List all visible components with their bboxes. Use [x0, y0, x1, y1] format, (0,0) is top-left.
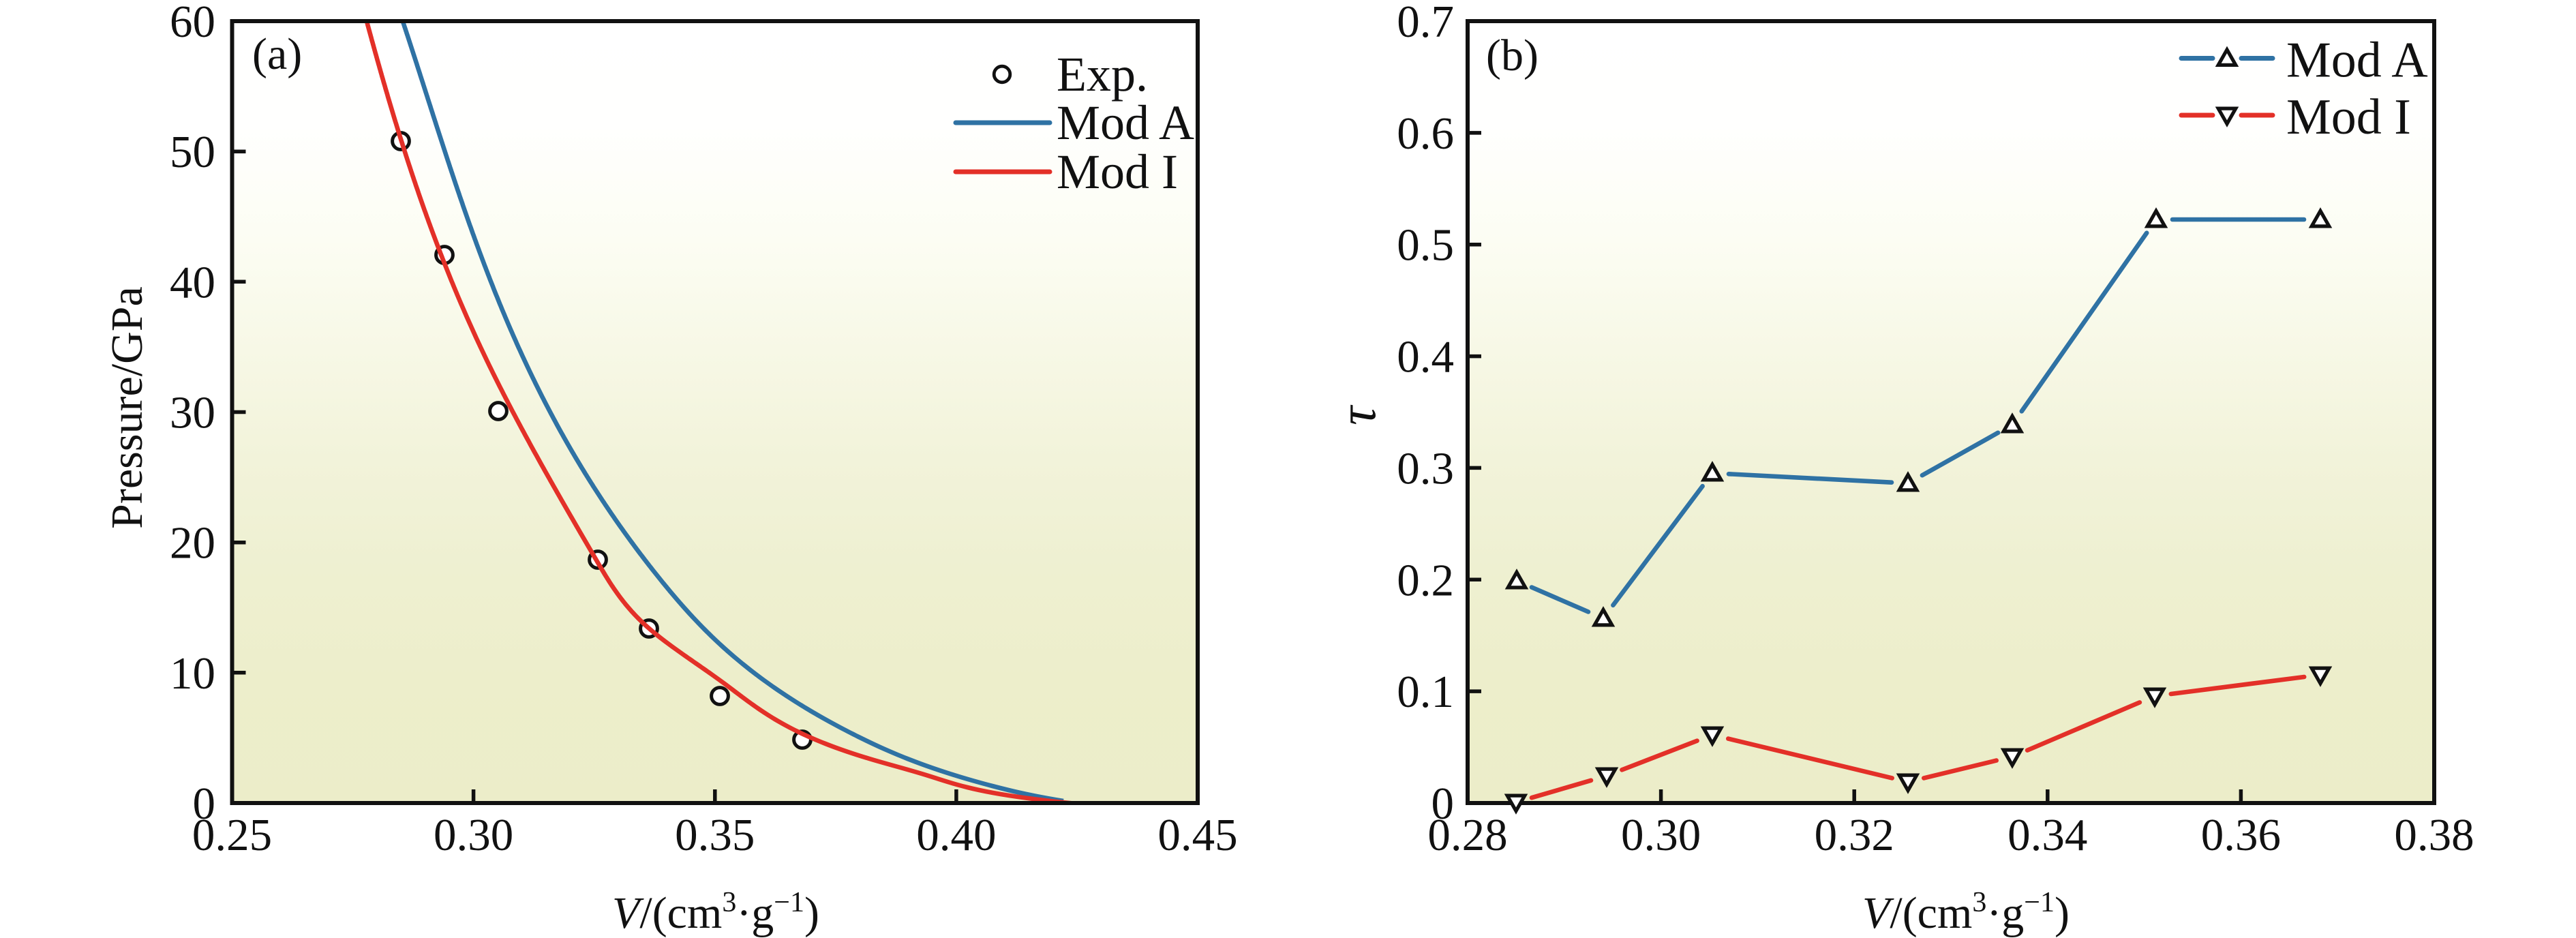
- svg-text:0.40: 0.40: [916, 810, 996, 860]
- svg-text:10: 10: [170, 648, 215, 699]
- svg-text:Pressure/GPa: Pressure/GPa: [102, 286, 152, 529]
- svg-text:0.5: 0.5: [1397, 220, 1454, 271]
- svg-text:0.36: 0.36: [2201, 810, 2281, 860]
- svg-text:0.30: 0.30: [434, 810, 513, 860]
- svg-text:0.28: 0.28: [1427, 810, 1507, 860]
- svg-text:0.38: 0.38: [2394, 810, 2474, 860]
- svg-text:0.30: 0.30: [1621, 810, 1701, 860]
- svg-text:Exp.: Exp.: [1057, 47, 1148, 102]
- svg-text:0.4: 0.4: [1397, 332, 1454, 382]
- svg-text:20: 20: [170, 518, 215, 569]
- svg-text:Mod I: Mod I: [2286, 89, 2411, 145]
- svg-text:0.35: 0.35: [675, 810, 755, 860]
- svg-text:30: 30: [170, 388, 215, 438]
- svg-text:40: 40: [170, 257, 215, 307]
- svg-text:0.25: 0.25: [192, 810, 272, 860]
- svg-text:60: 60: [170, 0, 215, 47]
- svg-text:Mod A: Mod A: [1057, 95, 1194, 150]
- svg-text:0: 0: [1431, 778, 1455, 829]
- svg-text:0.32: 0.32: [1815, 810, 1894, 860]
- svg-text:(a): (a): [252, 29, 302, 79]
- svg-text:V/(cm3·g−1): V/(cm3·g−1): [612, 887, 819, 938]
- svg-text:Mod I: Mod I: [1057, 145, 1178, 199]
- svg-text:50: 50: [170, 127, 215, 177]
- svg-text:V/(cm3·g−1): V/(cm3·g−1): [1862, 887, 2070, 938]
- svg-text:0: 0: [193, 778, 216, 829]
- svg-text:0.6: 0.6: [1397, 108, 1454, 159]
- svg-text:0.2: 0.2: [1397, 555, 1454, 605]
- svg-text:Mod A: Mod A: [2286, 33, 2428, 89]
- svg-text:0.7: 0.7: [1397, 0, 1454, 47]
- svg-text:0.45: 0.45: [1157, 810, 1237, 860]
- svg-text:0.34: 0.34: [2007, 810, 2087, 860]
- svg-text:τ: τ: [1327, 404, 1387, 425]
- svg-text:0.1: 0.1: [1397, 667, 1454, 717]
- svg-text:0.3: 0.3: [1397, 443, 1454, 494]
- svg-text:(b): (b): [1486, 31, 1539, 80]
